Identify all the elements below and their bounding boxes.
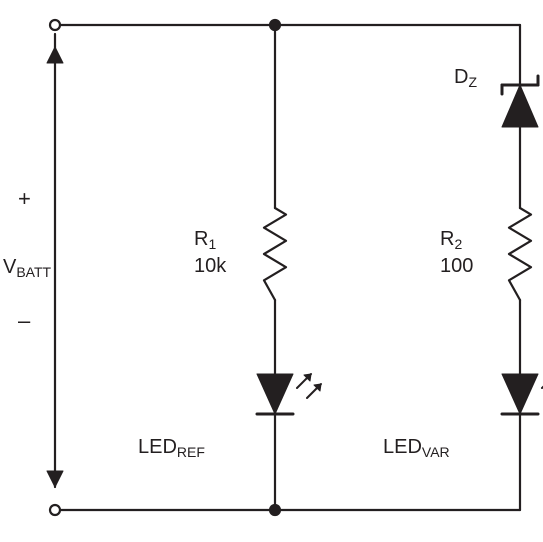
r1-value: 10k	[194, 255, 227, 277]
r1-label: R1	[194, 228, 216, 252]
r2-value: 100	[440, 255, 473, 277]
r2-label: R2	[440, 228, 462, 252]
dz-label: DZ	[454, 66, 477, 90]
vbatt-minus: –	[18, 308, 31, 333]
ledref-label: LEDREF	[138, 436, 205, 460]
vbatt-label: VBATT	[3, 256, 52, 280]
ledvar-label: LEDVAR	[383, 436, 450, 460]
vbatt-plus: +	[18, 186, 31, 211]
